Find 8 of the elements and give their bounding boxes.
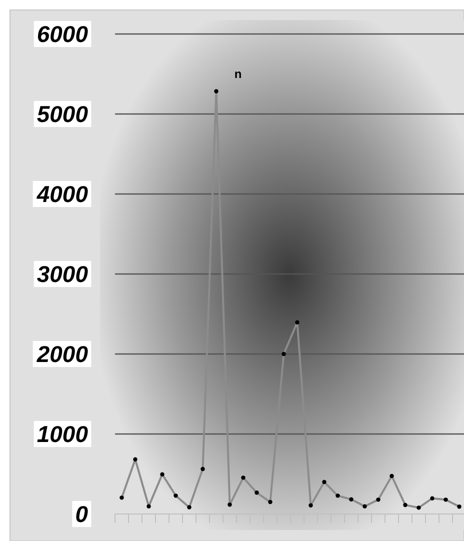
y-tick-label: 3000 (36, 261, 88, 287)
y-tick-label: 6000 (36, 21, 88, 47)
y-tick-label: 5000 (36, 101, 88, 127)
y-tick-label: 1000 (36, 421, 88, 447)
y-tick-label: 2000 (36, 341, 88, 367)
y-tick-label: 0 (75, 501, 88, 527)
y-tick-label: 4000 (36, 181, 88, 207)
annotation: n (234, 67, 242, 81)
